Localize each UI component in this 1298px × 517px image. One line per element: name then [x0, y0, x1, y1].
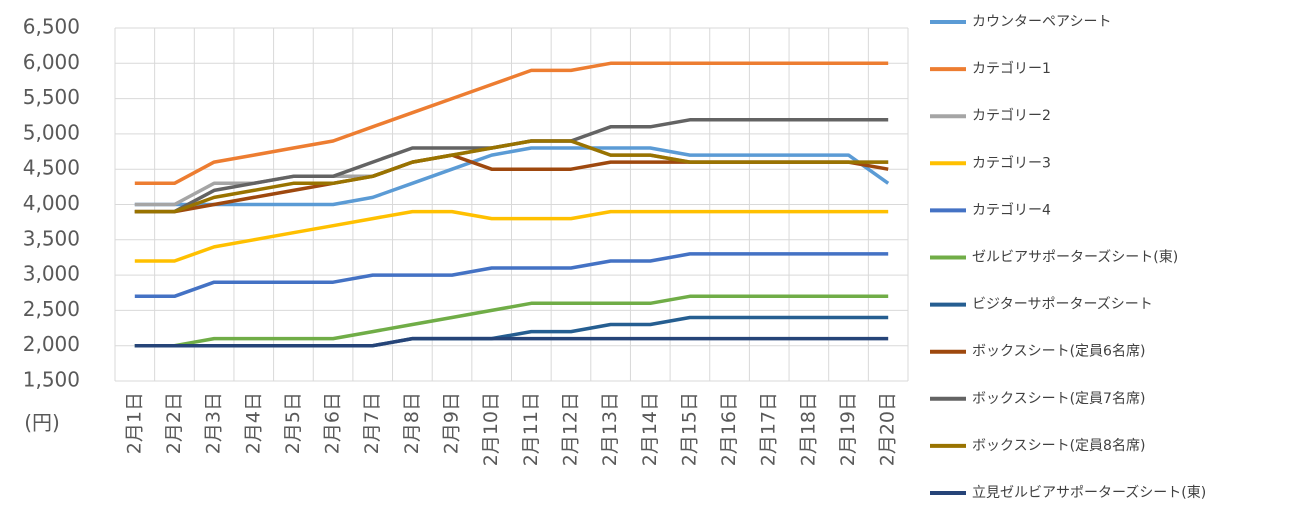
legend-label: カテゴリー1	[972, 60, 1051, 77]
x-tick-label: 2月14日	[639, 392, 661, 466]
x-tick-label: 2月10日	[480, 392, 502, 466]
y-tick-label: 3,500	[23, 226, 80, 250]
x-tick-label: 2月1日	[123, 392, 145, 454]
x-tick-label: 2月18日	[797, 392, 819, 466]
y-tick-label: 2,000	[23, 332, 80, 356]
series-line	[134, 336, 889, 348]
x-tick-label: 2月12日	[559, 392, 581, 466]
x-tick-label: 2月17日	[758, 392, 780, 466]
x-tick-label: 2月19日	[837, 392, 859, 466]
x-tick-label: 2月7日	[361, 392, 383, 454]
x-tick-label: 2月15日	[678, 392, 700, 466]
legend-label: ボックスシート(定員8名席)	[972, 438, 1145, 454]
legend-label: カウンターペアシート	[972, 14, 1111, 30]
x-tick-label: 2月5日	[282, 392, 304, 454]
legend-label: カテゴリー2	[972, 107, 1051, 124]
y-tick-label: 5,500	[23, 85, 80, 109]
y-axis-label: (円)	[24, 411, 60, 435]
x-tick-label: 2月13日	[599, 392, 621, 466]
series-line	[134, 294, 889, 348]
x-tick-label: 2月2日	[163, 392, 185, 454]
x-tick-label: 2月3日	[203, 392, 225, 454]
y-tick-label: 6,500	[23, 15, 80, 39]
series-line	[134, 252, 889, 299]
x-tick-label: 2月6日	[322, 392, 344, 454]
x-tick-label: 2月4日	[242, 392, 264, 454]
legend-label: カテゴリー4	[972, 201, 1051, 218]
legend-label: ボックスシート(定員7名席)	[972, 391, 1145, 407]
legend-label: ゼルビアサポーターズシート(東)	[972, 250, 1178, 266]
x-tick-label: 2月9日	[441, 392, 463, 454]
series-line	[134, 61, 889, 186]
series-line	[134, 209, 889, 263]
legend-label: カテゴリー3	[972, 154, 1051, 171]
legend-label: ボックスシート(定員6名席)	[972, 344, 1145, 360]
y-tick-label: 5,000	[23, 120, 80, 144]
y-tick-label: 3,000	[23, 262, 80, 286]
x-tick-label: 2月20日	[877, 392, 899, 466]
y-tick-label: 1,500	[23, 368, 80, 392]
y-tick-label: 2,500	[23, 297, 80, 321]
y-tick-label: 4,500	[23, 156, 80, 180]
series-line	[134, 139, 889, 214]
x-tick-label: 2月11日	[520, 392, 542, 466]
y-tick-label: 6,000	[23, 50, 80, 74]
x-tick-label: 2月16日	[718, 392, 740, 466]
series-line	[134, 146, 890, 207]
legend-label: ビジターサポーターズシート	[972, 297, 1153, 313]
x-tick-label: 2月8日	[401, 392, 423, 454]
legend-label: 立見ゼルビアサポーターズシート(東)	[972, 485, 1206, 501]
y-tick-label: 4,000	[23, 191, 80, 215]
